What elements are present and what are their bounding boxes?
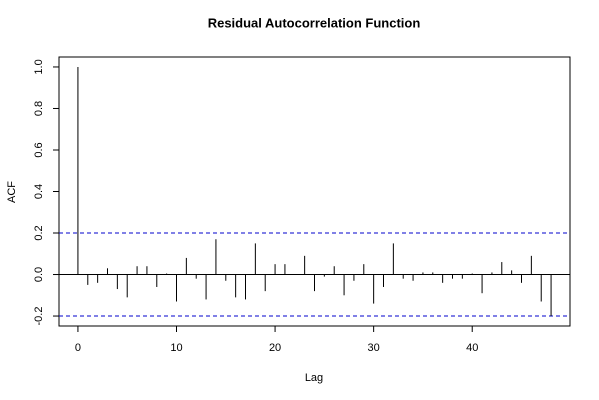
x-tick-label: 20 [269,342,281,354]
x-axis-title: Lag [305,372,323,384]
y-tick-label: 1.0 [33,59,45,74]
x-tick-label: 30 [368,342,380,354]
y-tick-label: -0.2 [33,307,45,326]
y-tick-label: 0.2 [33,225,45,240]
chart-title: Residual Autocorrelation Function [208,15,421,30]
x-tick-label: 10 [170,342,182,354]
y-tick-label: 0.6 [33,142,45,157]
y-tick-label: 0.0 [33,267,45,282]
x-tick-label: 0 [75,342,81,354]
y-tick-label: 0.8 [33,101,45,116]
y-tick-label: 0.4 [33,184,45,199]
x-tick-label: 40 [466,342,478,354]
y-axis-title: ACF [6,181,18,203]
